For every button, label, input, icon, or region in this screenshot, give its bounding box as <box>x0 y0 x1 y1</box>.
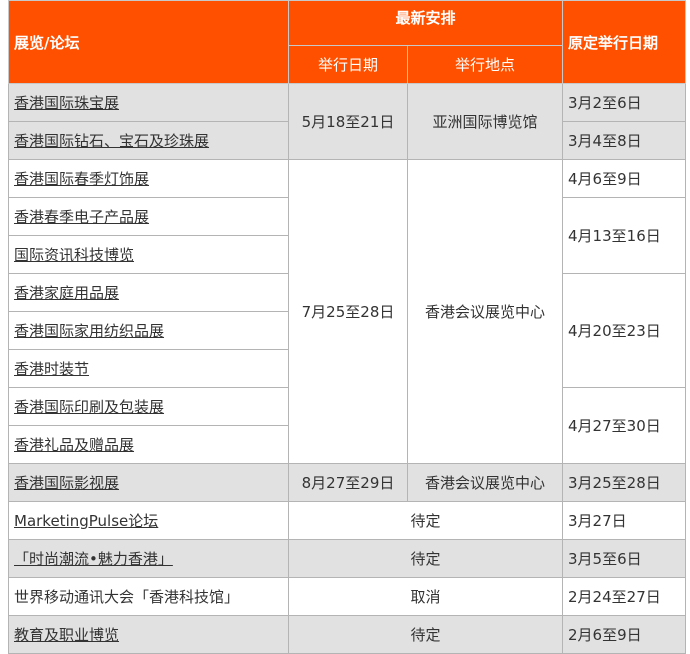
exhibition-link[interactable]: 香港春季电子产品展 <box>14 208 150 226</box>
table-row: 香港国际印刷及包装展 4月27至30日 <box>8 387 687 464</box>
table-row: 国际资讯科技博览 <box>8 235 686 274</box>
exhibition-link[interactable]: 香港国际家用纺织品展 <box>14 322 165 340</box>
exhibition-table: 展览/论坛 最新安排 原定举行日期 举行日期 举行地点 香港国际珠宝展 5月18… <box>8 0 687 654</box>
exhibition-link[interactable]: 香港国际钻石、宝石及珍珠展 <box>14 132 210 150</box>
table-row: 香港国际钻石、宝石及珍珠展 3月4至8日 <box>8 121 687 160</box>
table-row: MarketingPulse论坛 待定 3月27日 <box>8 501 687 540</box>
exhibition-name: 世界移动通讯大会「香港科技馆」 <box>8 577 289 616</box>
orig-date-cell: 3月4至8日 <box>562 121 687 160</box>
orig-date-cell: 3月5至6日 <box>562 539 687 578</box>
header-original-date: 原定举行日期 <box>562 0 687 84</box>
table-row: 「时尚潮流•魅力香港」 待定 3月5至6日 <box>8 539 687 578</box>
status-cell: 待定 <box>287 615 564 654</box>
exhibition-link[interactable]: 香港礼品及赠品展 <box>14 436 135 454</box>
status-cell: 待定 <box>287 539 564 578</box>
exhibition-link[interactable]: 「时尚潮流•魅力香港」 <box>14 550 173 568</box>
table-row: 香港国际影视展 8月27至29日 香港会议展览中心 3月25至28日 <box>8 463 687 502</box>
table-row: 香港时装节 <box>8 349 686 388</box>
table-row: 世界移动通讯大会「香港科技馆」 取消 2月24至27日 <box>8 577 687 616</box>
table-row: 香港家庭用品展 4月20至23日 <box>8 273 687 388</box>
status-cell: 待定 <box>287 501 564 540</box>
date-cell: 8月27至29日 <box>288 463 408 502</box>
exhibition-link[interactable]: 香港国际春季灯饰展 <box>14 170 150 188</box>
table-row: 教育及职业博览 待定 2月6至9日 <box>8 615 687 654</box>
orig-date-cell: 2月24至27日 <box>562 577 687 616</box>
exhibition-link[interactable]: 香港国际珠宝展 <box>14 94 120 112</box>
orig-date-cell: 4月20至23日 <box>562 273 687 388</box>
orig-date-cell: 4月6至9日 <box>562 159 687 198</box>
orig-date-cell: 3月25至28日 <box>562 463 687 502</box>
venue-cell: 香港会议展览中心 <box>406 159 564 464</box>
exhibition-link[interactable]: 教育及职业博览 <box>14 626 120 644</box>
table-row: 香港国际珠宝展 5月18至21日 亚洲国际博览馆 3月2至6日 <box>8 83 687 160</box>
venue-cell: 亚洲国际博览馆 <box>406 83 564 160</box>
orig-date-cell: 3月2至6日 <box>562 83 687 122</box>
venue-cell: 香港会议展览中心 <box>406 463 564 502</box>
exhibition-link[interactable]: 国际资讯科技博览 <box>14 246 135 264</box>
exhibition-link[interactable]: 香港国际印刷及包装展 <box>14 398 165 416</box>
table-row: 香港春季电子产品展 4月13至16日 <box>8 197 687 274</box>
table-row: 香港礼品及赠品展 <box>8 425 686 464</box>
table-row: 香港国际家用纺织品展 <box>8 311 686 350</box>
header-date: 举行日期 <box>288 45 408 84</box>
status-cell: 取消 <box>287 577 564 616</box>
header-latest-schedule: 最新安排 <box>287 0 564 46</box>
exhibition-link[interactable]: 香港国际影视展 <box>14 474 120 492</box>
exhibition-link[interactable]: MarketingPulse论坛 <box>14 512 159 530</box>
header-exhibition: 展览/论坛 <box>8 0 289 84</box>
table-row: 香港国际春季灯饰展 7月25至28日 香港会议展览中心 4月6至9日 <box>8 159 687 464</box>
exhibition-link[interactable]: 香港家庭用品展 <box>14 284 120 302</box>
header-venue: 举行地点 <box>406 45 564 84</box>
orig-date-cell: 2月6至9日 <box>562 615 687 654</box>
date-cell: 7月25至28日 <box>288 159 408 464</box>
orig-date-cell: 4月27至30日 <box>562 387 687 464</box>
date-cell: 5月18至21日 <box>288 83 408 160</box>
orig-date-cell: 3月27日 <box>562 501 687 540</box>
orig-date-cell: 4月13至16日 <box>562 197 687 274</box>
exhibition-link[interactable]: 香港时装节 <box>14 360 90 378</box>
